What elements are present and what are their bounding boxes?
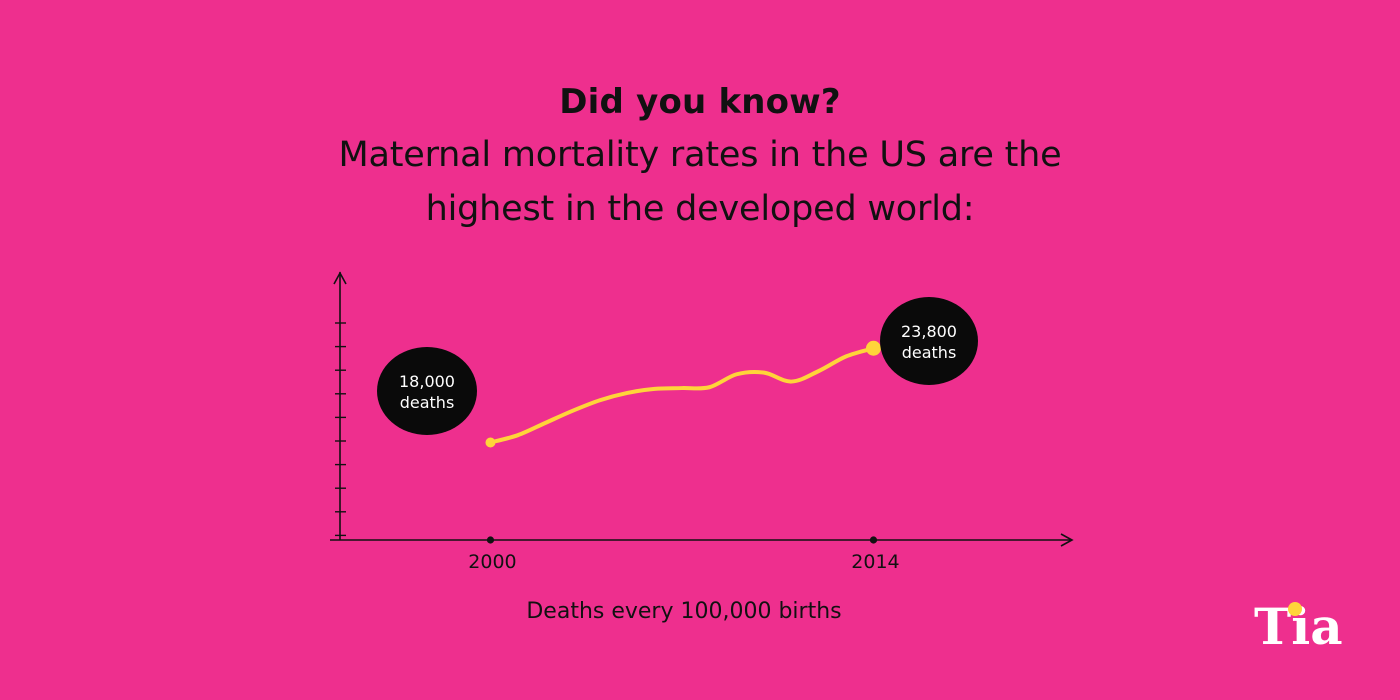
y-axis-arrow [333, 271, 347, 285]
chart-labels: 2000 2014 Deaths every 100,000 births [468, 551, 899, 624]
chart-series [485, 340, 881, 448]
series-line [488, 346, 876, 445]
headline-line-1: Maternal mortality rates in the US are t… [338, 135, 1062, 175]
end-annotation-bubble [880, 297, 978, 385]
headline: Did you know? Maternal mortality rates i… [200, 76, 1200, 236]
x-axis-tick-dot [486, 536, 495, 544]
headline-line-2: highest in the developed world: [425, 189, 975, 229]
x-tick-label: 2000 [468, 551, 516, 573]
x-axis-tick-dot [869, 536, 878, 544]
x-axis-label: Deaths every 100,000 births [526, 599, 841, 624]
tia-logo-dot [1288, 602, 1302, 616]
start-annotation-unit: deaths [400, 393, 455, 412]
tia-logo-mark: Tia [1254, 597, 1343, 656]
x-axis-arrow [1060, 533, 1074, 547]
start-annotation-value: 18,000 [399, 372, 455, 391]
chart-ticks [335, 322, 878, 544]
tia-logo: Tia [1252, 592, 1352, 656]
chart-annotations: 18,000 deaths 23,800 deaths [377, 297, 978, 435]
start-annotation-bubble [377, 347, 477, 435]
start-point [485, 437, 496, 448]
end-point [865, 340, 881, 356]
headline-kicker: Did you know? [559, 82, 841, 122]
chart-axes [330, 271, 1074, 547]
x-tick-label: 2014 [851, 551, 899, 573]
end-annotation-unit: deaths [902, 343, 957, 362]
end-annotation-value: 23,800 [901, 322, 957, 341]
